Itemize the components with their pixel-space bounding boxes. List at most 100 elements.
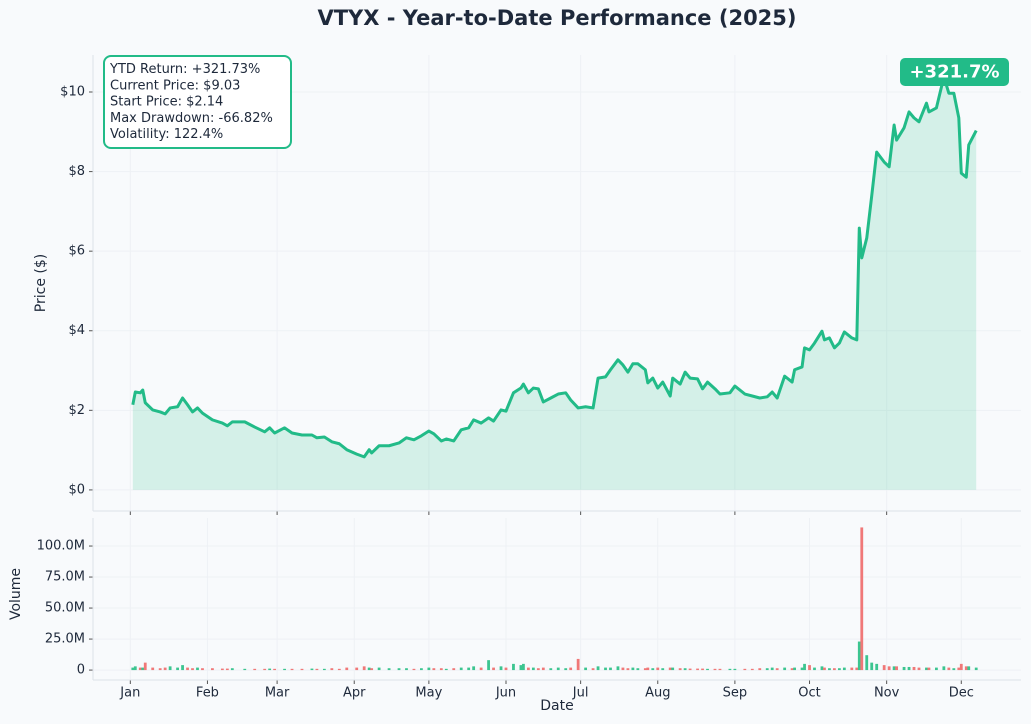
volume-bar: [151, 667, 155, 671]
y-axis-label: Volume: [8, 568, 24, 620]
volume-bar: [512, 663, 515, 671]
volume-bar: [263, 668, 267, 671]
volume-bar: [370, 668, 374, 671]
volume-bar: [499, 666, 503, 671]
volume-bar: [783, 667, 787, 671]
stats-line: YTD Return: +321.73%: [109, 62, 260, 77]
x-tick-label: Dec: [949, 686, 974, 701]
volume-bar: [186, 667, 189, 671]
volume-bar: [576, 658, 580, 671]
volume-bar: [728, 668, 732, 671]
x-tick-label: Jan: [119, 686, 140, 701]
volume-bar: [775, 668, 779, 671]
volume-bar: [974, 667, 978, 671]
volume-bar: [253, 668, 257, 671]
volume-bar: [564, 668, 568, 671]
volume-bar: [405, 668, 408, 671]
volume-bar: [935, 667, 938, 671]
volume-bar: [556, 667, 560, 671]
volume-bar: [964, 666, 968, 671]
volume-bar: [770, 667, 774, 671]
volume-bar: [626, 668, 630, 671]
volume-bar: [892, 666, 896, 671]
volume-bar: [917, 667, 921, 671]
x-tick-label: Sep: [723, 686, 748, 701]
volume-bar: [220, 668, 224, 671]
volume-bar: [895, 666, 899, 671]
volume-bar: [696, 668, 699, 671]
volume-bar: [855, 667, 859, 671]
stats-line: Max Drawdown: -66.82%: [110, 111, 273, 126]
volume-bar: [584, 667, 588, 671]
volume-bar: [225, 668, 229, 671]
volume-bar: [345, 667, 349, 671]
volume-bar: [549, 668, 553, 671]
volume-bar: [355, 667, 359, 671]
return-badge: [900, 58, 1009, 86]
volume-bar: [310, 668, 314, 671]
stats-line: Current Price: $9.03: [110, 78, 240, 93]
volume-bar: [952, 668, 956, 671]
volume-bar: [833, 668, 836, 671]
volume-bar: [397, 668, 401, 671]
volume-bar: [412, 668, 416, 671]
volume-bar: [163, 667, 167, 671]
x-axis-label: Date: [540, 698, 573, 714]
volume-bar: [362, 666, 366, 671]
volume-bar: [850, 667, 854, 671]
volume-bar: [459, 667, 463, 671]
y-tick-label: $0: [68, 482, 85, 497]
volume-bar: [820, 666, 824, 671]
volume-bar: [823, 667, 826, 671]
volume-bar: [452, 668, 456, 671]
x-tick-label: Jul: [572, 686, 589, 701]
volume-bar: [813, 667, 816, 671]
stats-line: Volatility: 122.4%: [110, 127, 223, 142]
volume-bar: [283, 668, 286, 671]
volume-bar: [211, 668, 214, 671]
volume-bar: [143, 662, 147, 671]
volume-bar: [519, 665, 523, 671]
volume-bar: [947, 667, 951, 671]
volume-bar: [268, 668, 272, 671]
volume-bar: [927, 667, 931, 671]
area: [132, 76, 977, 490]
volume-bar: [427, 667, 431, 671]
volume-bar: [959, 663, 963, 671]
volume-bar: [492, 667, 495, 671]
volume-bar: [133, 666, 137, 671]
volume-bar: [837, 668, 841, 671]
volume-bar: [591, 668, 595, 671]
y-tick-label: $4: [68, 323, 85, 338]
volume-bar: [604, 667, 607, 671]
volume-bar: [569, 667, 573, 671]
volume-bar: [472, 666, 476, 671]
volume-bar: [646, 667, 650, 671]
x-tick-label: Apr: [343, 686, 366, 701]
volume-bar: [387, 668, 391, 671]
volume-bar: [808, 665, 811, 671]
volume-bar: [828, 668, 831, 671]
volume-bar: [870, 662, 874, 671]
volume-bar: [882, 665, 886, 671]
volume-bar: [191, 668, 194, 671]
volume-bar: [315, 668, 319, 671]
volume-bar: [526, 667, 530, 671]
volume-bar: [800, 667, 804, 671]
volume-bar: [790, 668, 794, 671]
y-tick-label: $2: [68, 403, 85, 418]
volume-bar: [688, 668, 692, 671]
volume-bar: [957, 667, 961, 671]
stats-line: Start Price: $2.14: [110, 95, 223, 110]
volume-bar: [683, 668, 687, 671]
volume-bar: [887, 666, 891, 671]
volume-bar: [750, 668, 754, 671]
volume-bar: [196, 667, 199, 671]
volume-bar: [522, 663, 525, 671]
chart-title: VTYX - Year-to-Date Performance (2025): [317, 6, 796, 30]
return-badge-text: +321.7%: [909, 62, 999, 83]
volume-bar: [678, 668, 682, 671]
volume-bar: [444, 668, 448, 671]
